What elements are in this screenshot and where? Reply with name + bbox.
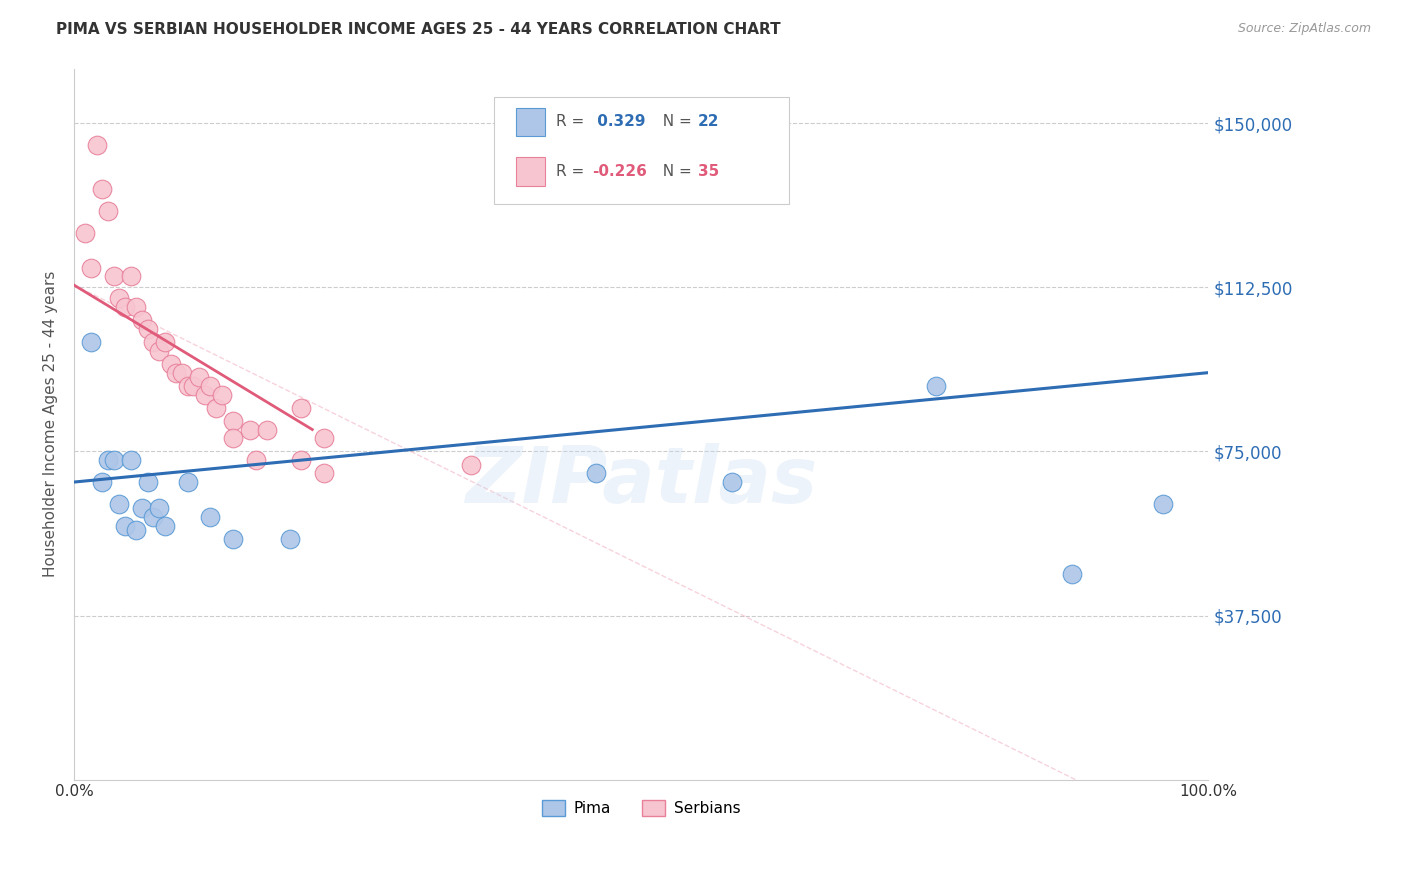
Point bbox=[136, 322, 159, 336]
Point bbox=[176, 378, 198, 392]
Text: 35: 35 bbox=[697, 164, 720, 179]
Point bbox=[108, 497, 131, 511]
Point bbox=[278, 532, 301, 546]
Point bbox=[256, 423, 278, 437]
Point bbox=[239, 423, 262, 437]
Point bbox=[86, 138, 108, 153]
FancyBboxPatch shape bbox=[516, 108, 544, 136]
Point bbox=[153, 518, 176, 533]
Text: R =: R = bbox=[557, 164, 589, 179]
Point bbox=[170, 366, 193, 380]
Point bbox=[925, 378, 948, 392]
Point bbox=[91, 182, 114, 196]
Point bbox=[222, 431, 245, 445]
Point bbox=[142, 510, 165, 524]
Point bbox=[200, 378, 222, 392]
FancyBboxPatch shape bbox=[494, 97, 789, 203]
Point bbox=[245, 453, 267, 467]
Point bbox=[205, 401, 228, 415]
Point bbox=[114, 300, 136, 314]
Point bbox=[108, 291, 131, 305]
Point bbox=[290, 401, 312, 415]
Legend: Pima, Serbians: Pima, Serbians bbox=[533, 791, 749, 825]
Point bbox=[222, 532, 245, 546]
Text: ZIPatlas: ZIPatlas bbox=[465, 443, 817, 519]
Y-axis label: Householder Income Ages 25 - 44 years: Householder Income Ages 25 - 44 years bbox=[44, 271, 58, 577]
Text: R =: R = bbox=[557, 114, 589, 129]
Point bbox=[460, 458, 482, 472]
Point bbox=[222, 414, 245, 428]
Point bbox=[103, 453, 125, 467]
Point bbox=[193, 387, 215, 401]
Point bbox=[211, 387, 233, 401]
Point bbox=[181, 378, 204, 392]
Point bbox=[187, 370, 209, 384]
Point bbox=[131, 501, 153, 516]
Point bbox=[153, 334, 176, 349]
Point bbox=[1152, 497, 1174, 511]
Point bbox=[159, 357, 181, 371]
Point bbox=[1062, 566, 1084, 581]
Point bbox=[75, 226, 97, 240]
Text: Source: ZipAtlas.com: Source: ZipAtlas.com bbox=[1237, 22, 1371, 36]
Point bbox=[80, 260, 103, 275]
Point bbox=[120, 269, 142, 284]
Text: -0.226: -0.226 bbox=[592, 164, 647, 179]
Point bbox=[142, 334, 165, 349]
Point bbox=[103, 269, 125, 284]
Point bbox=[136, 475, 159, 489]
Point bbox=[125, 300, 148, 314]
Text: 0.329: 0.329 bbox=[592, 114, 645, 129]
Point bbox=[97, 203, 120, 218]
Point bbox=[120, 453, 142, 467]
Point bbox=[200, 510, 222, 524]
Point bbox=[312, 467, 335, 481]
Point bbox=[125, 523, 148, 537]
Point bbox=[312, 431, 335, 445]
Point bbox=[80, 334, 103, 349]
Point bbox=[148, 343, 170, 358]
Point bbox=[721, 475, 744, 489]
Point bbox=[114, 518, 136, 533]
Point bbox=[91, 475, 114, 489]
Text: N =: N = bbox=[652, 114, 696, 129]
Point bbox=[176, 475, 198, 489]
Point bbox=[131, 313, 153, 327]
Text: N =: N = bbox=[652, 164, 696, 179]
Point bbox=[148, 501, 170, 516]
Text: 22: 22 bbox=[697, 114, 720, 129]
Point bbox=[97, 453, 120, 467]
Point bbox=[585, 467, 607, 481]
FancyBboxPatch shape bbox=[516, 157, 544, 186]
Text: PIMA VS SERBIAN HOUSEHOLDER INCOME AGES 25 - 44 YEARS CORRELATION CHART: PIMA VS SERBIAN HOUSEHOLDER INCOME AGES … bbox=[56, 22, 780, 37]
Point bbox=[165, 366, 187, 380]
Point bbox=[290, 453, 312, 467]
